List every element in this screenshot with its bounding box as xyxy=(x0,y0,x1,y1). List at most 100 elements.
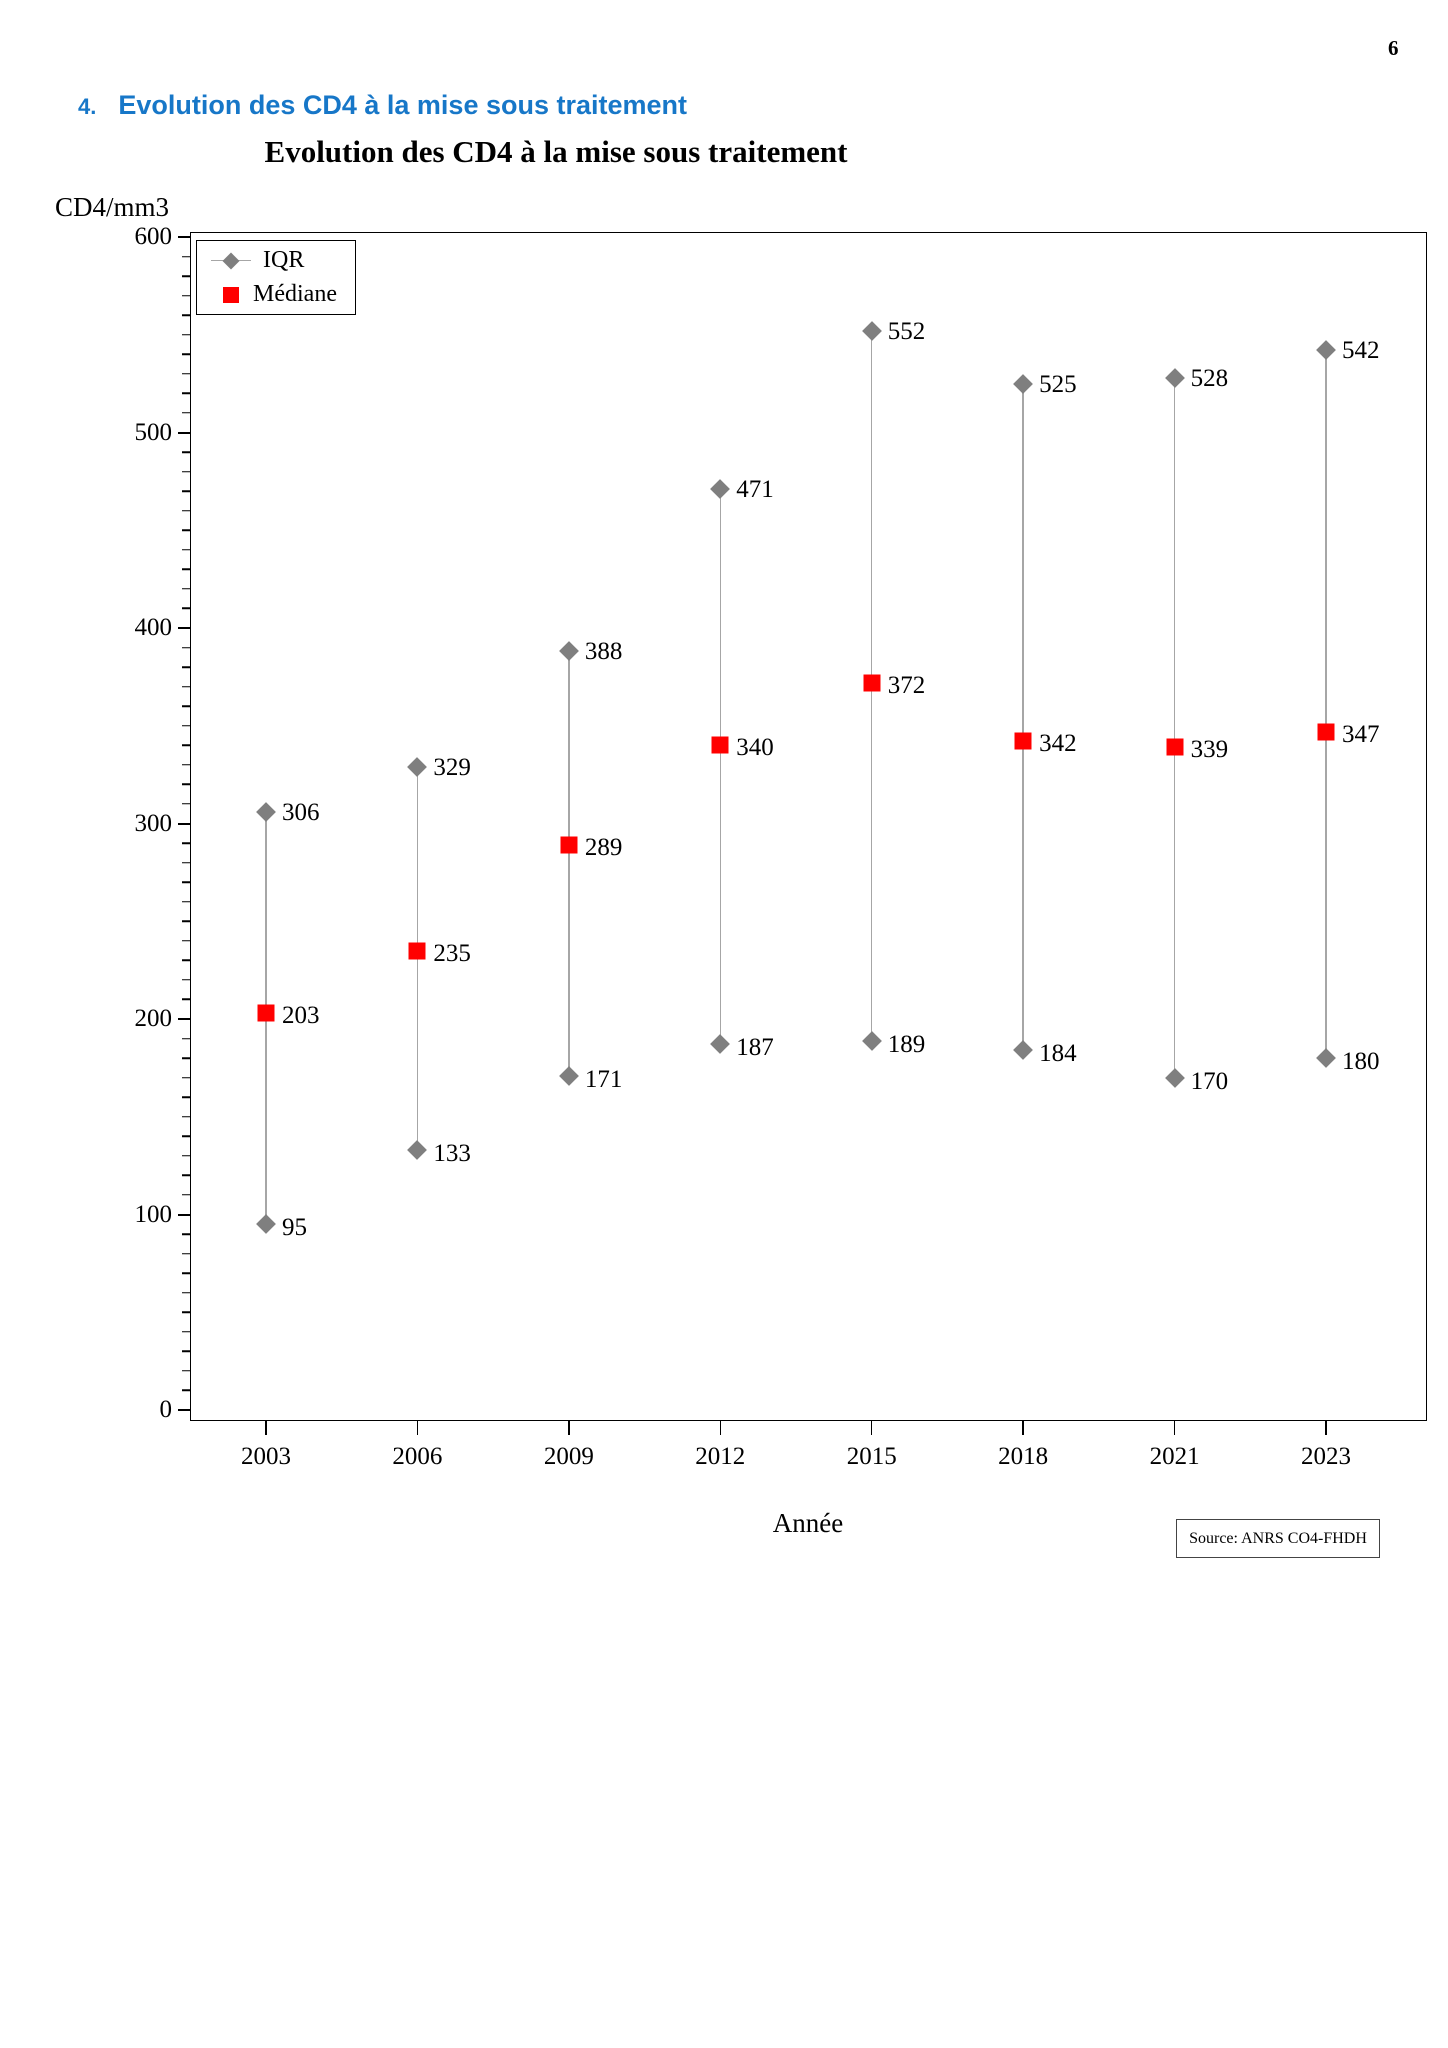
x-tick xyxy=(568,1421,570,1435)
y-minor-tick xyxy=(182,764,190,766)
y-minor-tick xyxy=(182,1311,190,1313)
y-minor-tick xyxy=(182,1350,190,1353)
page-number: 6 xyxy=(1388,36,1399,60)
x-tick xyxy=(416,1421,419,1435)
chart-title: Evolution des CD4 à la mise sous traitem… xyxy=(264,134,848,169)
y-minor-tick xyxy=(182,451,190,453)
x-tick-label: 2009 xyxy=(543,1443,594,1470)
median-marker xyxy=(560,836,578,854)
median-marker xyxy=(257,1004,275,1022)
y-minor-tick xyxy=(182,1291,190,1294)
y-tick-label: 200 xyxy=(134,1005,173,1032)
y-minor-tick xyxy=(182,314,190,316)
legend-label-iqr: IQR xyxy=(263,247,305,273)
y-major-tick xyxy=(178,236,190,238)
y-minor-tick xyxy=(182,529,190,531)
y-tick-label: 0 xyxy=(159,1396,173,1423)
median-label: 339 xyxy=(1190,736,1229,764)
y-minor-tick xyxy=(182,607,190,610)
y-minor-tick xyxy=(182,881,190,883)
iqr-upper-label: 552 xyxy=(887,317,926,345)
iqr-upper-label: 306 xyxy=(282,798,320,826)
x-tick xyxy=(719,1421,722,1435)
y-minor-tick xyxy=(182,568,190,571)
median-label: 235 xyxy=(433,939,471,967)
y-major-tick xyxy=(178,431,190,434)
median-label: 289 xyxy=(584,834,623,861)
y-minor-tick xyxy=(182,1096,190,1098)
x-tick-label: 2023 xyxy=(1301,1443,1351,1470)
y-minor-tick xyxy=(182,1233,190,1235)
y-minor-tick xyxy=(182,1331,190,1333)
x-axis-title: Année xyxy=(772,1508,844,1538)
y-minor-tick xyxy=(182,783,190,786)
y-minor-tick xyxy=(182,470,190,473)
iqr-upper-label: 542 xyxy=(1342,337,1380,365)
median-label: 340 xyxy=(736,734,774,762)
x-tick-label: 2015 xyxy=(846,1443,897,1470)
y-minor-tick xyxy=(182,685,190,688)
x-tick-label: 2006 xyxy=(392,1443,443,1470)
iqr-line-marker xyxy=(211,252,251,269)
legend-label-mediane: Médiane xyxy=(253,281,337,307)
median-marker xyxy=(1317,723,1335,741)
y-minor-tick xyxy=(182,920,190,922)
y-minor-tick xyxy=(182,353,190,356)
y-tick-label: 300 xyxy=(134,809,173,837)
median-label: 347 xyxy=(1342,720,1380,748)
y-minor-tick xyxy=(182,998,190,1001)
y-tick-label: 500 xyxy=(134,418,173,446)
x-tick xyxy=(1022,1421,1024,1435)
y-minor-tick xyxy=(182,1370,190,1372)
median-label: 372 xyxy=(887,671,926,699)
iqr-lower-label: 95 xyxy=(282,1214,307,1242)
y-major-tick xyxy=(178,1409,190,1411)
y-minor-tick xyxy=(182,1057,190,1059)
y-minor-tick xyxy=(182,803,190,805)
plot-frame xyxy=(190,232,1427,1421)
y-minor-tick xyxy=(182,294,190,297)
legend-item-mediane: Médiane xyxy=(211,280,355,309)
x-tick xyxy=(1173,1421,1176,1435)
legend-item-iqr: IQR xyxy=(211,246,355,275)
iqr-lower-label: 184 xyxy=(1039,1040,1077,1068)
y-minor-tick xyxy=(182,1194,190,1196)
iqr-range-line xyxy=(1173,377,1176,1078)
y-minor-tick xyxy=(182,959,190,962)
y-minor-tick xyxy=(182,861,190,864)
median-marker xyxy=(863,674,881,692)
section-title: Evolution des CD4 à la mise sous traitem… xyxy=(118,90,688,120)
y-minor-tick xyxy=(182,255,190,258)
iqr-upper-label: 525 xyxy=(1039,370,1077,398)
y-minor-tick xyxy=(182,1389,190,1392)
iqr-upper-label: 528 xyxy=(1190,364,1229,392)
y-minor-tick xyxy=(182,412,190,414)
y-major-tick xyxy=(178,1213,190,1216)
square-icon xyxy=(223,286,239,303)
iqr-range-line xyxy=(568,651,570,1076)
median-marker xyxy=(1166,738,1184,756)
y-minor-tick xyxy=(182,490,190,492)
iqr-lower-label: 180 xyxy=(1342,1048,1380,1076)
iqr-range-line xyxy=(1022,383,1024,1051)
x-tick-label: 2012 xyxy=(695,1443,746,1470)
median-marker xyxy=(1014,732,1032,750)
y-minor-tick xyxy=(182,1076,190,1079)
y-minor-tick xyxy=(182,373,190,375)
y-minor-tick xyxy=(182,646,190,649)
iqr-upper-label: 329 xyxy=(433,753,471,781)
y-minor-tick xyxy=(182,940,190,942)
iqr-upper-label: 388 xyxy=(584,638,623,666)
x-tick xyxy=(265,1421,267,1435)
y-minor-tick xyxy=(182,1252,190,1255)
y-minor-tick xyxy=(182,549,190,551)
y-major-tick xyxy=(178,822,190,825)
iqr-range-line xyxy=(1325,350,1327,1059)
y-minor-tick xyxy=(182,705,190,707)
x-tick xyxy=(1325,1421,1327,1435)
y-minor-tick xyxy=(182,1272,190,1274)
iqr-lower-label: 189 xyxy=(887,1030,926,1058)
y-minor-tick xyxy=(182,392,190,395)
y-major-tick xyxy=(178,1018,190,1020)
